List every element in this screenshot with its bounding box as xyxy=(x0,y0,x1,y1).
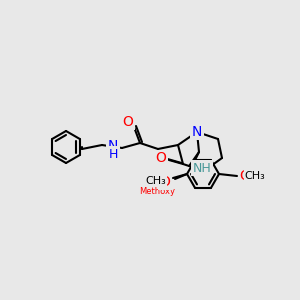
Text: O: O xyxy=(156,151,167,165)
Text: N: N xyxy=(108,139,118,153)
Text: O: O xyxy=(240,169,250,183)
Text: CH₃: CH₃ xyxy=(244,171,266,181)
Text: O: O xyxy=(160,178,170,192)
Text: H: H xyxy=(108,148,118,160)
Text: NH: NH xyxy=(193,161,211,175)
Text: CH₃: CH₃ xyxy=(146,176,167,186)
Text: O: O xyxy=(160,175,170,189)
Text: N: N xyxy=(192,125,202,139)
Text: O: O xyxy=(123,115,134,129)
Text: Methoxy: Methoxy xyxy=(139,188,175,196)
